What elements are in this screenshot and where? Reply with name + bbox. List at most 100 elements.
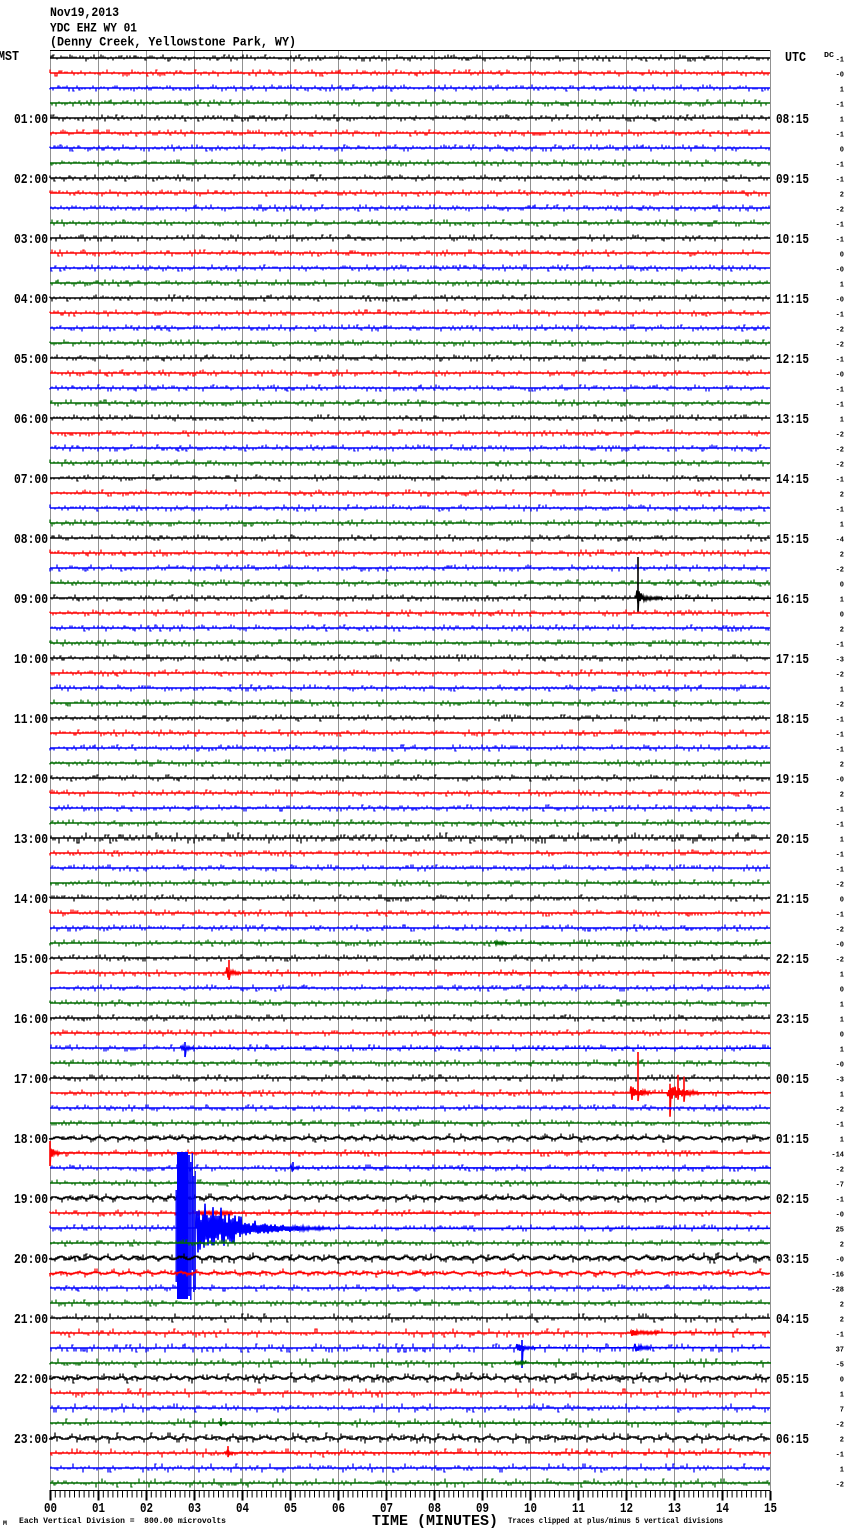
svg-text:-1: -1: [836, 162, 844, 170]
svg-text:12:00: 12:00: [14, 772, 48, 788]
svg-text:1: 1: [840, 87, 844, 95]
svg-text:18:00: 18:00: [14, 1132, 48, 1148]
svg-text:YDC EHZ WY 01: YDC EHZ WY 01: [50, 21, 137, 36]
svg-text:06:00: 06:00: [14, 412, 48, 428]
svg-text:1: 1: [840, 1392, 844, 1400]
svg-text:1: 1: [840, 1137, 844, 1145]
svg-text:13:15: 13:15: [776, 412, 809, 428]
svg-text:-1: -1: [836, 237, 844, 245]
svg-text:15: 15: [764, 1501, 777, 1517]
svg-text:09: 09: [476, 1501, 489, 1517]
svg-text:2: 2: [840, 1302, 844, 1310]
svg-text:15:00: 15:00: [14, 952, 48, 968]
svg-text:-2: -2: [836, 342, 844, 350]
svg-text:Each Vertical Division = 800.: Each Vertical Division = 800.00 microvol…: [19, 1517, 226, 1526]
svg-text:21:00: 21:00: [14, 1312, 48, 1328]
svg-text:0: 0: [840, 1377, 844, 1385]
svg-text:-1: -1: [836, 312, 844, 320]
svg-text:-0: -0: [836, 297, 844, 305]
svg-text:-1: -1: [836, 1332, 844, 1340]
svg-text:06:15: 06:15: [776, 1432, 809, 1448]
svg-text:00:15: 00:15: [776, 1072, 809, 1088]
svg-text:2: 2: [840, 762, 844, 770]
svg-text:08:00: 08:00: [14, 532, 48, 548]
svg-text:1: 1: [840, 1017, 844, 1025]
svg-text:07: 07: [380, 1501, 393, 1517]
svg-text:12: 12: [620, 1501, 633, 1517]
svg-text:10: 10: [524, 1501, 537, 1517]
svg-text:-1: -1: [836, 357, 844, 365]
svg-text:14:00: 14:00: [14, 892, 48, 908]
svg-text:2: 2: [840, 627, 844, 635]
svg-text:-1: -1: [836, 1197, 844, 1205]
svg-text:MST: MST: [0, 49, 19, 65]
svg-text:08: 08: [428, 1501, 441, 1517]
svg-text:UTC: UTC: [785, 50, 806, 66]
svg-text:05:00: 05:00: [14, 352, 48, 368]
svg-text:-2: -2: [836, 927, 844, 935]
svg-text:1: 1: [840, 1467, 844, 1475]
svg-text:1: 1: [840, 837, 844, 845]
svg-text:22:15: 22:15: [776, 952, 809, 968]
svg-text:-1: -1: [836, 717, 844, 725]
svg-text:-1: -1: [836, 1452, 844, 1460]
svg-text:19:00: 19:00: [14, 1192, 48, 1208]
svg-text:-1: -1: [836, 477, 844, 485]
svg-text:05: 05: [284, 1501, 297, 1517]
svg-text:2: 2: [840, 1437, 844, 1445]
svg-text:14:15: 14:15: [776, 472, 809, 488]
svg-text:-1: -1: [836, 1122, 844, 1130]
svg-text:-1: -1: [836, 222, 844, 230]
svg-text:1: 1: [840, 687, 844, 695]
svg-text:-1: -1: [836, 387, 844, 395]
svg-text:02: 02: [140, 1501, 153, 1517]
svg-text:TIME (MINUTES): TIME (MINUTES): [372, 1513, 498, 1530]
svg-text:-1: -1: [836, 507, 844, 515]
svg-text:2: 2: [840, 1317, 844, 1325]
svg-text:0: 0: [840, 1032, 844, 1040]
svg-text:1: 1: [840, 522, 844, 530]
svg-text:M: M: [3, 1520, 7, 1527]
svg-text:11:15: 11:15: [776, 292, 809, 308]
svg-text:02:15: 02:15: [776, 1192, 809, 1208]
svg-text:0: 0: [840, 147, 844, 155]
svg-text:0: 0: [840, 987, 844, 995]
svg-text:16:15: 16:15: [776, 592, 809, 608]
svg-text:0: 0: [840, 582, 844, 590]
svg-text:1: 1: [840, 417, 844, 425]
svg-text:16:00: 16:00: [14, 1012, 48, 1028]
svg-text:25: 25: [836, 1227, 844, 1235]
svg-text:17:00: 17:00: [14, 1072, 48, 1088]
svg-text:01: 01: [92, 1501, 105, 1517]
svg-text:05:15: 05:15: [776, 1372, 809, 1388]
svg-text:13:00: 13:00: [14, 832, 48, 848]
svg-text:1: 1: [840, 117, 844, 125]
svg-text:2: 2: [840, 552, 844, 560]
svg-text:-0: -0: [836, 1257, 844, 1265]
svg-text:18:15: 18:15: [776, 712, 809, 728]
svg-text:21:15: 21:15: [776, 892, 809, 908]
svg-text:20:15: 20:15: [776, 832, 809, 848]
svg-text:11:00: 11:00: [14, 712, 48, 728]
svg-text:-0: -0: [836, 777, 844, 785]
svg-text:17:15: 17:15: [776, 652, 809, 668]
svg-text:-0: -0: [836, 942, 844, 950]
svg-text:1: 1: [840, 597, 844, 605]
svg-text:04: 04: [236, 1501, 249, 1517]
svg-text:1: 1: [840, 1092, 844, 1100]
svg-text:2: 2: [840, 492, 844, 500]
svg-text:04:00: 04:00: [14, 292, 48, 308]
svg-text:-1: -1: [836, 732, 844, 740]
svg-text:-2: -2: [836, 882, 844, 890]
svg-text:-2: -2: [836, 432, 844, 440]
svg-text:08:15: 08:15: [776, 112, 809, 128]
svg-text:-0: -0: [836, 267, 844, 275]
svg-text:22:00: 22:00: [14, 1372, 48, 1388]
svg-text:(Denny Creek, Yellowstone Park: (Denny Creek, Yellowstone Park, WY): [50, 35, 296, 50]
svg-text:20:00: 20:00: [14, 1252, 48, 1268]
svg-text:15:15: 15:15: [776, 532, 809, 548]
svg-text:-2: -2: [836, 1107, 844, 1115]
svg-text:03:00: 03:00: [14, 232, 48, 248]
svg-text:01:15: 01:15: [776, 1132, 809, 1148]
svg-text:-0: -0: [836, 1062, 844, 1070]
